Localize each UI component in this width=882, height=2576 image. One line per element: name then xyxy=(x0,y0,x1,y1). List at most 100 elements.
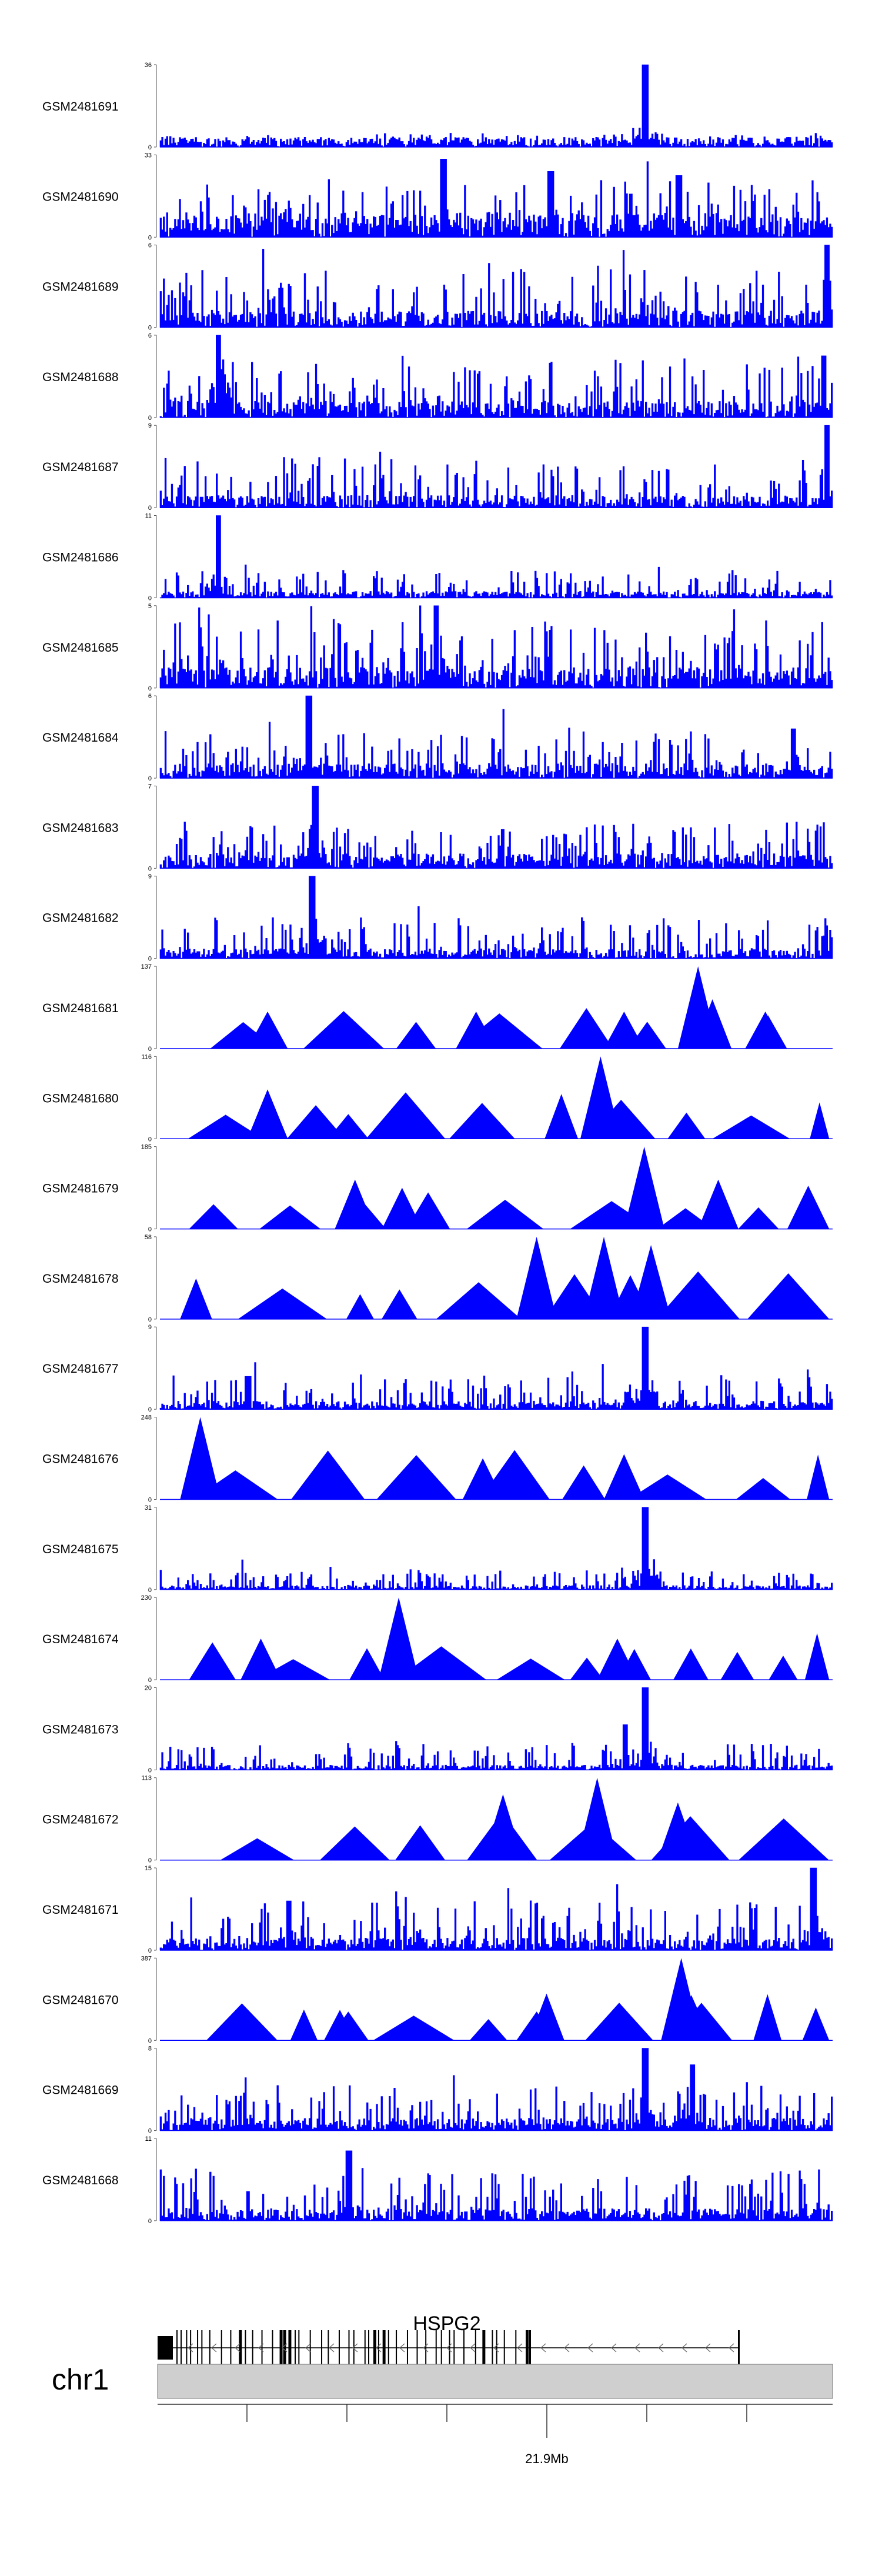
signal-area xyxy=(159,2048,833,2131)
gene-exon xyxy=(158,2336,173,2360)
track-GSM2481691: GSM2481691 36 0 xyxy=(42,62,833,151)
track-label: GSM2481670 xyxy=(42,1993,119,2007)
gene-exon xyxy=(396,2330,397,2365)
y-min-tick-label: 0 xyxy=(148,685,152,692)
gene-exon xyxy=(252,2330,253,2365)
track-label: GSM2481683 xyxy=(42,821,119,835)
track-GSM2481673: GSM2481673 20 0 xyxy=(42,1684,833,1774)
signal-segment xyxy=(469,2019,507,2041)
signal-segment xyxy=(240,1639,281,1680)
y-min-tick-label: 0 xyxy=(148,1497,152,1504)
signal-segment xyxy=(328,2011,369,2041)
y-max-tick-label: 116 xyxy=(141,1053,152,1060)
strand-arrow xyxy=(282,2343,288,2353)
y-max-tick-label: 9 xyxy=(148,1324,152,1331)
track-label: GSM2481673 xyxy=(42,1723,119,1736)
y-max-tick-label: 31 xyxy=(145,1504,152,1511)
strand-arrow xyxy=(493,2343,499,2353)
signal-segment xyxy=(577,1777,617,1860)
signal-area xyxy=(159,1326,833,1410)
y-max-tick-label: 185 xyxy=(141,1144,152,1151)
gene-exon xyxy=(348,2330,350,2365)
y-max-tick-label: 7 xyxy=(148,783,152,790)
signal-area xyxy=(159,1687,833,1770)
gene-exon xyxy=(406,2330,408,2365)
signal-segment xyxy=(396,1646,487,1680)
strand-arrow xyxy=(235,2343,240,2353)
track-label: GSM2481677 xyxy=(42,1362,119,1376)
signal-segment xyxy=(720,1651,754,1680)
y-min-tick-label: 0 xyxy=(148,956,152,963)
signal-segment xyxy=(462,1458,503,1500)
gene-exon xyxy=(373,2330,376,2365)
signal-area xyxy=(159,425,833,508)
gene-exon xyxy=(482,2330,486,2365)
signal-segment xyxy=(188,1115,263,1139)
chromosome-label: chr1 xyxy=(52,2363,109,2396)
signal-segment xyxy=(544,1094,579,1139)
signal-segment xyxy=(657,1802,699,1860)
strand-arrow xyxy=(705,2343,711,2353)
gene-track: HSPG2 xyxy=(158,2313,740,2365)
signal-area xyxy=(159,786,833,869)
signal-segment xyxy=(335,1179,376,1229)
signal-segment xyxy=(479,1450,550,1500)
gene-exon xyxy=(201,2330,203,2365)
gene-exon xyxy=(496,2330,497,2365)
signal-segment xyxy=(303,1011,385,1049)
track-label: GSM2481686 xyxy=(42,551,119,565)
signal-segment xyxy=(667,1112,706,1139)
track-GSM2481668: GSM2481668 11 0 xyxy=(42,2135,833,2225)
strand-arrow xyxy=(376,2343,382,2353)
gene-exon xyxy=(492,2330,493,2365)
tracks-group: GSM2481691360GSM2481690330GSM248168960GS… xyxy=(42,62,833,2225)
strand-arrow xyxy=(423,2343,429,2353)
gene-exon xyxy=(387,2330,389,2365)
signal-segment xyxy=(247,1012,288,1049)
track-GSM2481683: GSM2481683 7 0 xyxy=(42,783,833,872)
signal-segment xyxy=(291,1450,365,1500)
track-GSM2481671: GSM2481671 15 0 xyxy=(42,1865,833,1954)
strand-arrow xyxy=(658,2343,664,2353)
signal-segment xyxy=(745,1012,786,1049)
y-min-tick-label: 0 xyxy=(148,1677,152,1684)
signal-segment xyxy=(382,1187,423,1229)
gene-exon xyxy=(463,2330,465,2365)
gene-exon xyxy=(435,2330,437,2365)
signal-segment xyxy=(220,1838,295,1860)
y-min-tick-label: 0 xyxy=(148,144,152,151)
y-min-tick-label: 0 xyxy=(148,1316,152,1323)
y-min-tick-label: 0 xyxy=(148,2128,152,2135)
signal-segment xyxy=(604,1454,644,1500)
signal-segment xyxy=(466,1200,544,1229)
track-GSM2481676: GSM2481676 248 0 xyxy=(42,1414,833,1504)
signal-segment xyxy=(769,1656,798,1680)
chromosome-ideogram-band xyxy=(157,2364,833,2399)
signal-segment xyxy=(787,1185,830,1229)
signal-segment xyxy=(349,1648,385,1680)
track-label: GSM2481681 xyxy=(42,1002,119,1015)
track-GSM2481678: GSM2481678 58 0 xyxy=(42,1234,833,1323)
strand-arrow xyxy=(211,2343,217,2353)
y-min-tick-label: 0 xyxy=(148,595,152,602)
signal-segment xyxy=(802,2007,830,2041)
signal-segment xyxy=(189,1642,236,1680)
signal-segment xyxy=(677,966,719,1049)
gene-exon xyxy=(377,2330,379,2365)
gene-exon xyxy=(368,2330,370,2365)
signal-segment xyxy=(366,1092,446,1139)
signal-segment xyxy=(395,1825,446,1860)
track-label: GSM2481668 xyxy=(42,2174,119,2187)
y-max-tick-label: 58 xyxy=(145,1234,152,1241)
gene-exon xyxy=(353,2330,355,2365)
track-GSM2481690: GSM2481690 33 0 xyxy=(42,152,833,241)
y-max-tick-label: 11 xyxy=(145,2135,152,2143)
strand-arrow xyxy=(611,2343,617,2353)
signal-area xyxy=(159,335,833,418)
signal-area xyxy=(159,515,833,598)
track-label: GSM2481674 xyxy=(42,1633,119,1646)
signal-segment xyxy=(206,2003,278,2041)
genome-axis-label: 21.9Mb xyxy=(525,2451,568,2466)
y-min-tick-label: 0 xyxy=(148,865,152,872)
signal-area xyxy=(159,2150,833,2221)
